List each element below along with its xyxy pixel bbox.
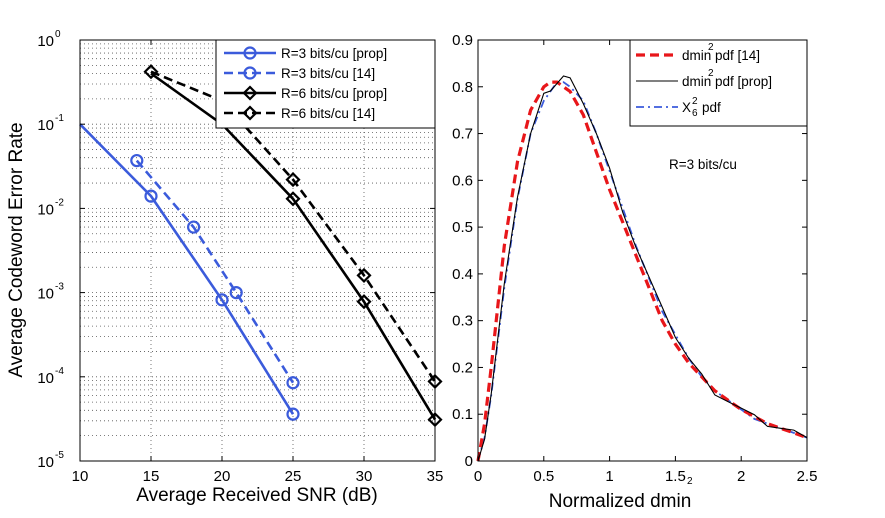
y-tick-exponent: -4 [55, 366, 64, 377]
x-tick-label: 2 [737, 468, 745, 485]
y-tick-label: 10 [37, 286, 54, 303]
left-legend: R=3 bits/cu [prop] R=3 bits/cu [14] R=6 bi… [215, 39, 436, 129]
legend-label-sup: 2 [708, 42, 714, 53]
series-line [150, 70, 437, 383]
right-annotation: R=3 bits/cu [669, 157, 737, 172]
right-x-axis-label: Normalized dmin [549, 491, 692, 512]
right-x-axis-label-text: Normalized dmin [549, 491, 692, 512]
left-x-axis-label: Average Received SNR (dB) [136, 485, 377, 506]
data-point-circle [286, 407, 300, 421]
x-tick-label: 20 [214, 468, 231, 485]
data-point-diamond [356, 267, 372, 283]
data-point-diamond [285, 191, 301, 207]
x-tick-label: 0.5 [533, 468, 554, 485]
y-tick-label: 0.2 [452, 359, 473, 376]
legend-label: X [682, 100, 691, 115]
y-tick-label: 0.7 [452, 126, 473, 143]
x-tick-label: 35 [427, 468, 444, 485]
y-tick-label: 10 [37, 117, 54, 134]
data-point-diamond [143, 64, 159, 80]
legend-label-main: X [682, 100, 691, 115]
data-point-circle [215, 293, 229, 307]
y-tick-label: 0.4 [452, 266, 473, 283]
legend-marker-circle [243, 66, 257, 80]
legend-marker-circle [243, 46, 257, 60]
x-tick-label: 25 [285, 468, 302, 485]
x-tick-label: 30 [356, 468, 373, 485]
x-tick-label: 2.5 [797, 468, 818, 485]
legend-label: R=3 bits/cu [14] [281, 66, 375, 81]
x-tick-label: 10 [72, 468, 89, 485]
right-x-axis-label-sup: 2 [687, 476, 693, 487]
y-tick-label: 10 [37, 201, 54, 218]
data-point-diamond [356, 294, 372, 310]
left-series [79, 64, 443, 428]
legend-label-sup: 2 [692, 96, 698, 107]
y-tick-exponent: -5 [55, 450, 64, 461]
series-line [79, 123, 295, 415]
legend-label: dmin pdf [prop] [682, 74, 772, 89]
right-series [476, 75, 808, 462]
y-tick-label: 10 [37, 370, 54, 387]
legend-label-sup: 2 [708, 68, 714, 79]
y-tick-exponent: 0 [55, 29, 61, 40]
legend-label-rest: pdf [702, 100, 721, 115]
legend-label-sub: 6 [692, 108, 698, 119]
y-tick-label: 0.6 [452, 172, 473, 189]
legend-label: dmin pdf [14] [682, 48, 760, 63]
pdf-curve [476, 80, 808, 462]
x-tick-label: 0 [474, 468, 482, 485]
data-point-circle [130, 153, 144, 168]
x-tick-label: 1 [605, 468, 613, 485]
series-line [150, 72, 437, 421]
legend-marker-diamond [242, 85, 258, 101]
data-point-diamond [285, 172, 301, 188]
series-line [135, 159, 295, 384]
legend-label: R=6 bits/cu [prop] [281, 86, 387, 101]
y-tick-exponent: -3 [55, 282, 64, 293]
y-tick-label: 10 [37, 454, 54, 471]
legend-marker-diamond [242, 105, 258, 121]
y-tick-exponent: -1 [55, 113, 64, 124]
y-tick-label: 0.1 [452, 406, 473, 423]
right-ticks: 0 0.5 1 1.5 2 2.500.10.20.30.40.50.60.70.80.9 [452, 32, 817, 485]
y-tick-label: 0.5 [452, 219, 473, 236]
x-tick-label: 15 [143, 468, 160, 485]
legend-label: R=3 bits/cu [prop] [281, 46, 387, 61]
data-point-circle [286, 376, 300, 390]
data-point-circle [229, 286, 243, 300]
right-chart: 0 0.5 1 1.5 2 2.500.10.20.30.40.50.60.70.80.9… [452, 32, 817, 512]
data-point-circle [144, 189, 158, 203]
y-tick-label: 0.9 [452, 32, 473, 49]
legend-label: R=6 bits/cu [14] [281, 106, 375, 121]
y-tick-label: 0.3 [452, 313, 473, 330]
x-tick-label: 1.5 [665, 468, 686, 485]
y-tick-exponent: -2 [55, 197, 64, 208]
y-tick-label: 10 [37, 33, 54, 50]
y-tick-label: 0.8 [452, 79, 473, 96]
pdf-curve [477, 75, 808, 462]
y-tick-label: 0 [465, 453, 473, 470]
data-point-circle [187, 220, 201, 234]
legend-box [629, 39, 808, 127]
left-y-axis-label: Average Codeword Error Rate [6, 122, 27, 377]
